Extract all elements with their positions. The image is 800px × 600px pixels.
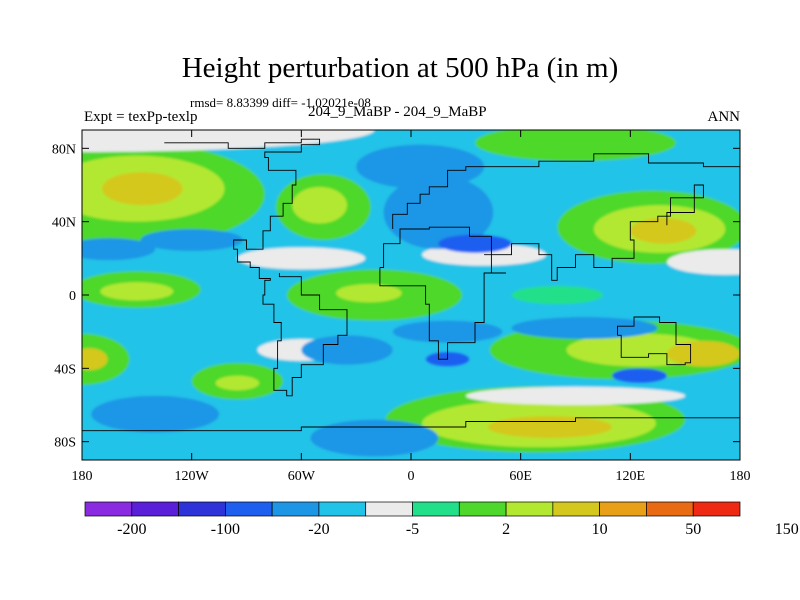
colorbar-bin-12 [646, 501, 694, 517]
colorbar-bin-4 [271, 501, 320, 517]
colorbar-bin-8 [458, 501, 507, 517]
contour-region-15 [215, 375, 260, 391]
chart-title: Height perturbation at 500 hPa (in m) [181, 52, 619, 84]
x-tick-label-2: 60W [288, 469, 316, 484]
colorbar-bin-1 [131, 501, 179, 517]
colorbar-label-7: 150 [775, 521, 799, 538]
contour-region-17 [100, 282, 174, 301]
colorbar-label-5: 10 [592, 521, 608, 538]
contour-region-36 [91, 395, 220, 433]
colorbar-bin-11 [599, 501, 647, 517]
colorbar-bin-13 [692, 501, 741, 517]
coastline-4 [617, 316, 692, 366]
x-tick-label-4: 60E [509, 469, 532, 484]
y-tick-label-3: 40S [54, 362, 76, 377]
contour-region-26 [666, 249, 740, 275]
coastline-1 [392, 153, 740, 229]
colorbar-label-3: -5 [406, 521, 419, 538]
x-tick-label-6: 180 [730, 469, 751, 484]
y-tick-label-0: 80N [52, 142, 76, 157]
contour-region-37 [310, 419, 439, 457]
contour-region-20 [487, 416, 613, 438]
contour-region-33 [82, 238, 156, 261]
colorbar-label-1: -100 [211, 521, 240, 538]
contour-region-11 [336, 284, 402, 303]
contour-region-27 [237, 247, 366, 270]
contour-region-30 [465, 386, 686, 406]
x-tick-label-0: 180 [72, 469, 93, 484]
contour-region-32 [356, 144, 485, 189]
coastline-5 [82, 417, 740, 433]
contour-region-9 [630, 218, 697, 244]
stats-line: rmsd= 8.83399 diff= -1.02021e-08 [190, 95, 371, 110]
colorbar-label-0: -200 [117, 521, 146, 538]
contour-region-24 [511, 285, 603, 305]
contour-region-38 [511, 317, 658, 339]
coastline-3 [484, 184, 704, 281]
y-tick-label-4: 80S [54, 436, 76, 451]
contour-region-3 [102, 172, 183, 206]
contour-region-23 [666, 340, 740, 367]
y-tick-label-1: 40N [52, 216, 76, 231]
season-label: ANN [707, 109, 741, 125]
colorbar-bin-9 [505, 501, 554, 517]
colorbar-label-6: 50 [685, 521, 701, 538]
x-tick-label-3: 0 [408, 469, 415, 484]
colorbar-label-4: 2 [502, 521, 510, 538]
x-tick-label-5: 120E [616, 469, 646, 484]
contour-region-5 [292, 186, 348, 224]
colorbar-bin-6 [365, 501, 413, 517]
contour-region-35 [301, 335, 393, 365]
contour-region-42 [438, 234, 512, 253]
contour-region-31 [383, 175, 494, 250]
coastline-2 [379, 226, 506, 360]
x-tick-label-1: 120W [175, 469, 210, 484]
case-label: 204_9_MaBP - 204_9_MaBP [308, 104, 487, 120]
colorbar-bin-5 [318, 501, 367, 517]
contour-region-41 [612, 368, 667, 383]
contour-region-34 [140, 229, 243, 251]
coastlines [82, 138, 740, 433]
colorbar-bin-2 [178, 501, 226, 517]
y-tick-label-2: 0 [69, 289, 76, 304]
colorbar-bin-10 [552, 501, 600, 517]
colorbar-bin-7 [412, 501, 460, 517]
colorbar-label-2: -20 [308, 521, 329, 538]
coastline-0 [164, 138, 348, 397]
contour-region-13 [82, 348, 108, 371]
colorbar-bin-3 [225, 501, 273, 517]
colorbar-bin-0 [84, 501, 133, 517]
experiment-label: Expt = texPp-texlp [84, 109, 198, 125]
contour-region-39 [392, 320, 503, 343]
